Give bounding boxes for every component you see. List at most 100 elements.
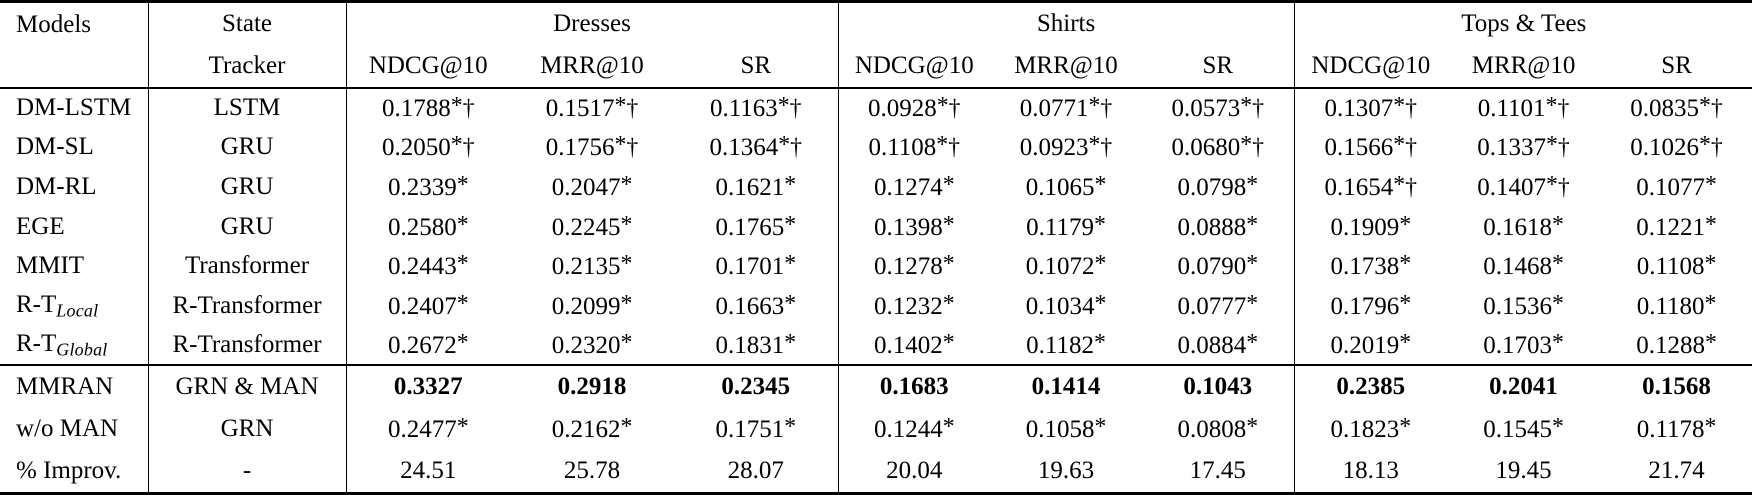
significance-star: * (1093, 330, 1106, 357)
significance-star: * (1704, 414, 1717, 441)
significance-star: * (784, 251, 797, 278)
metric-value-cell: 0.1751* (674, 408, 839, 451)
significance-star: * (1704, 290, 1717, 317)
group-header-shirts: Shirts (838, 1, 1295, 45)
metric-value-cell: 0.1077* (1636, 172, 1717, 201)
significance-dagger: † (462, 134, 475, 161)
state-tracker-cell: GRN & MAN (148, 365, 347, 409)
metric-header-tops-mrr: MRR@10 (1471, 52, 1576, 79)
metric-value-cell: 0.2019* (1330, 330, 1412, 359)
state-tracker-cell: - (148, 450, 347, 494)
significance-star: * (784, 414, 797, 441)
significance-star: * (936, 93, 949, 120)
models-column-header: Models (0, 1, 149, 88)
metric-header-shirts-sr: SR (1142, 45, 1295, 88)
model-name-cell: DM-LSTM (0, 88, 149, 128)
metric-value-cell: 0.1364*† (674, 127, 839, 168)
metric-value-cell: 0.1683 (879, 373, 949, 401)
model-name-cell: EGE (0, 206, 149, 247)
significance-star: * (456, 251, 469, 278)
model-name-cell: MMIT (0, 246, 149, 287)
metric-value-cell: 0.0680*† (1142, 127, 1295, 168)
significance-star: * (1094, 414, 1107, 441)
metric-value-cell: 0.2047* (551, 172, 633, 201)
significance-dagger: † (1405, 174, 1418, 201)
metric-value-cell: 0.1738* (1330, 251, 1412, 281)
metric-value-cell: 0.2099* (551, 290, 633, 320)
metric-value-cell: 0.1566*† (1324, 132, 1418, 162)
metric-value-cell: 17.45 (1142, 450, 1295, 494)
significance-dagger: † (790, 134, 802, 161)
significance-star: * (1246, 290, 1259, 317)
metric-value-cell: 0.1244* (873, 414, 955, 444)
metric-value-cell: 0.1398* (873, 211, 955, 241)
significance-dagger: † (1557, 95, 1570, 122)
model-name-cell: MMRAN (0, 365, 149, 409)
metric-value-cell: 0.1788*† (382, 93, 475, 123)
metric-header-dresses-ndcg: NDCG@10 (368, 52, 488, 79)
metric-value-cell: 0.2443* (387, 251, 469, 281)
metric-value-cell: 0.0808* (1142, 408, 1295, 451)
table-row: w/o MAN GRN 0.2477* 0.2162* 0.1751* 0.1244* 0.… (0, 408, 1752, 451)
state-tracker-cell: GRU (148, 167, 347, 207)
significance-star: * (456, 290, 469, 317)
table-header: Models State Tracker Dresses Shirts Tops… (0, 1, 1752, 88)
metric-value-cell: 0.0928*† (868, 93, 961, 123)
significance-star: * (614, 93, 627, 120)
significance-star: * (1546, 132, 1558, 159)
metric-value-cell: 0.1621* (674, 167, 839, 207)
model-name-cell: R-TLocal (0, 286, 149, 326)
significance-star: * (1399, 251, 1412, 278)
metric-value-cell: 0.2320* (551, 330, 633, 359)
state-tracker-cell: R-Transformer (148, 325, 347, 366)
significance-star: * (1246, 172, 1259, 199)
metric-value-cell: 0.1765* (674, 206, 839, 247)
model-name-cell: w/o MAN (0, 408, 149, 451)
significance-star: * (1094, 172, 1107, 199)
metric-value-cell: 0.1703* (1483, 330, 1564, 359)
significance-star: * (942, 251, 955, 278)
state-tracker-cell: R-Transformer (148, 286, 347, 326)
table-row: DM-SL GRU 0.2050*† 0.1756*† 0.1364*† 0.1108*†… (0, 127, 1752, 168)
significance-star: * (620, 172, 633, 199)
significance-dagger: † (1557, 134, 1570, 161)
significance-star: * (942, 172, 955, 199)
metric-value-cell: 0.2162* (551, 414, 633, 444)
significance-star: * (778, 132, 791, 159)
metric-value-cell: 0.2385 (1336, 373, 1406, 401)
significance-star: * (942, 414, 955, 441)
significance-star: * (620, 251, 633, 278)
proposed-model-section: MMRAN GRN & MAN 0.3327 0.2918 0.2345 0.1683 0.… (0, 365, 1752, 494)
significance-dagger: † (626, 95, 639, 122)
significance-star: * (620, 330, 633, 357)
metric-value-cell: 24.51 (400, 457, 457, 485)
group-header-dresses: Dresses (346, 1, 839, 45)
significance-star: * (1399, 290, 1412, 317)
significance-star: * (1093, 211, 1106, 238)
significance-star: * (620, 211, 633, 238)
header-row-metrics: NDCG@10 MRR@10 SR NDCG@10 MRR@10 SR NDCG… (0, 45, 1752, 88)
significance-dagger: † (1405, 95, 1418, 122)
significance-star: * (1088, 132, 1101, 159)
significance-dagger: † (626, 134, 639, 161)
table-row: MMRAN GRN & MAN 0.3327 0.2918 0.2345 0.1683 0.… (0, 365, 1752, 409)
metric-value-cell: 0.1108* (1636, 251, 1717, 281)
metric-value-cell: 0.1058* (1025, 414, 1107, 444)
metric-value-cell: 0.1072* (1025, 251, 1107, 281)
metric-value-cell: 0.2245* (551, 211, 633, 241)
significance-star: * (620, 414, 633, 441)
significance-star: * (1393, 172, 1406, 199)
metric-value-cell: 0.1545* (1483, 414, 1564, 444)
metric-value-cell: 0.1517*† (545, 93, 639, 123)
metric-value-cell: 0.1026*† (1630, 132, 1723, 162)
metric-value-cell: 0.2135* (551, 251, 633, 281)
significance-star: * (450, 132, 463, 159)
significance-star: * (1399, 330, 1412, 357)
table-row: % Improv. - 24.51 25.78 28.07 20.04 19.63 17.45… (0, 450, 1752, 494)
group-header-tops-tees: Tops & Tees (1461, 10, 1587, 37)
metric-value-cell: 0.1796* (1330, 290, 1412, 320)
model-name-cell: DM-SL (0, 127, 149, 168)
state-tracker-cell: Transformer (148, 246, 347, 287)
significance-star: * (1246, 211, 1259, 238)
